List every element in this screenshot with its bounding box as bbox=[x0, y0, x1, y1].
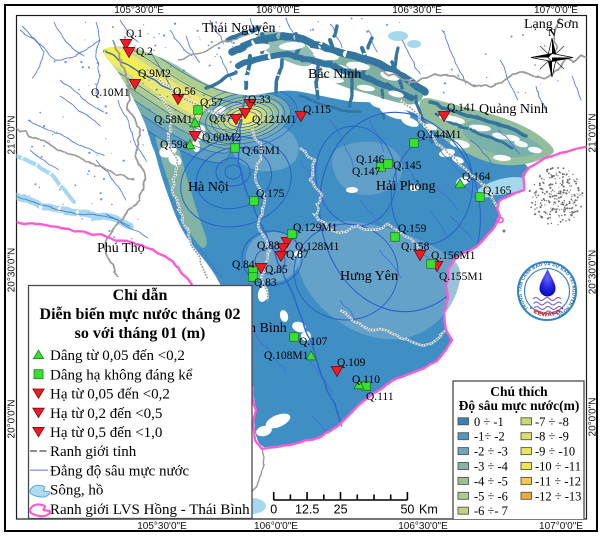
svg-text:Q.147: Q.147 bbox=[352, 166, 381, 178]
svg-text:Q.84: Q.84 bbox=[232, 259, 255, 271]
svg-text:Q.110: Q.110 bbox=[352, 374, 380, 386]
svg-text:Đẳng độ sâu mực nước: Đẳng độ sâu mực nước bbox=[50, 463, 190, 479]
svg-text:Q.56: Q.56 bbox=[173, 86, 196, 98]
svg-text:106°0'0"E: 106°0'0"E bbox=[254, 521, 298, 532]
svg-text:-2 ÷ -3: -2 ÷ -3 bbox=[474, 445, 508, 459]
svg-text:Q.57: Q.57 bbox=[200, 97, 223, 109]
svg-text:Sông, hồ: Sông, hồ bbox=[50, 483, 103, 499]
svg-text:Q.141: Q.141 bbox=[447, 102, 476, 114]
svg-text:Q.175: Q.175 bbox=[256, 188, 285, 200]
svg-text:Q.9M2: Q.9M2 bbox=[138, 68, 171, 80]
svg-text:Q.58M1: Q.58M1 bbox=[154, 114, 193, 126]
svg-text:Q.107: Q.107 bbox=[299, 336, 328, 348]
svg-text:so với tháng 01 (m): so với tháng 01 (m) bbox=[75, 325, 206, 342]
svg-text:Chỉ dẫn: Chỉ dẫn bbox=[113, 287, 168, 304]
svg-text:Q.158: Q.158 bbox=[401, 241, 430, 253]
svg-text:Q.1: Q.1 bbox=[126, 28, 143, 40]
svg-text:-3 ÷ -4: -3 ÷ -4 bbox=[474, 460, 509, 474]
svg-text:Q.60M2: Q.60M2 bbox=[202, 132, 241, 144]
svg-text:Q.121M1: Q.121M1 bbox=[252, 114, 297, 126]
svg-text:Q.87: Q.87 bbox=[286, 249, 309, 261]
svg-text:Q.109: Q.109 bbox=[337, 357, 366, 369]
svg-text:106°0'0"E: 106°0'0"E bbox=[256, 5, 300, 16]
svg-text:-5 ÷ -6: -5 ÷ -6 bbox=[474, 489, 508, 503]
svg-text:Hạ từ 0,2 đến <0,5: Hạ từ 0,2 đến <0,5 bbox=[50, 406, 162, 422]
svg-text:107°0'0"E: 107°0'0"E bbox=[539, 521, 583, 532]
svg-text:Q.156M1: Q.156M1 bbox=[431, 250, 476, 262]
svg-text:0 ÷ -1: 0 ÷ -1 bbox=[474, 415, 504, 429]
svg-text:Q.2: Q.2 bbox=[136, 46, 153, 58]
svg-text:Q.10M1: Q.10M1 bbox=[91, 87, 130, 99]
svg-text:Q.83: Q.83 bbox=[254, 277, 277, 289]
svg-text:Q.129M1: Q.129M1 bbox=[293, 222, 338, 234]
svg-text:-11 ÷ -12: -11 ÷ -12 bbox=[535, 474, 581, 488]
svg-text:Q.108M1: Q.108M1 bbox=[264, 350, 309, 362]
svg-text:Hưng Yên: Hưng Yên bbox=[340, 269, 398, 284]
svg-text:Lạng Sơn: Lạng Sơn bbox=[524, 17, 578, 32]
svg-text:Q.155M1: Q.155M1 bbox=[439, 271, 484, 283]
svg-text:Dâng từ 0,05 đến <0,2: Dâng từ 0,05 đến <0,2 bbox=[50, 348, 185, 364]
svg-text:Hạ từ 0,05 đến <0,2: Hạ từ 0,05 đến <0,2 bbox=[50, 387, 170, 403]
svg-text:Hà Nội: Hà Nội bbox=[188, 180, 229, 195]
svg-text:-7 ÷ -8: -7 ÷ -8 bbox=[535, 415, 569, 429]
svg-text:105°30'0"E: 105°30'0"E bbox=[114, 5, 164, 16]
svg-text:50: 50 bbox=[400, 503, 414, 517]
svg-text:Q.59a: Q.59a bbox=[160, 139, 188, 151]
svg-text:-4 ÷ -5: -4 ÷ -5 bbox=[474, 474, 508, 488]
svg-text:Q.146: Q.146 bbox=[356, 154, 385, 166]
svg-text:Hải Phòng: Hải Phòng bbox=[376, 179, 436, 194]
svg-text:Q.88: Q.88 bbox=[257, 240, 280, 252]
svg-text:106°30'0"E: 106°30'0"E bbox=[392, 5, 442, 16]
svg-text:Chú thích: Chú thích bbox=[490, 384, 548, 399]
svg-text:Ranh giới LVS Hồng - Thái Bình: Ranh giới LVS Hồng - Thái Bình bbox=[50, 502, 250, 518]
svg-text:Q.145: Q.145 bbox=[393, 160, 422, 172]
svg-text:Q.65M1: Q.65M1 bbox=[242, 145, 281, 157]
svg-text:Q.144M1: Q.144M1 bbox=[417, 129, 462, 141]
svg-text:20°0'0"N: 20°0'0"N bbox=[7, 400, 18, 439]
svg-text:-8 ÷ -9: -8 ÷ -9 bbox=[535, 430, 569, 444]
svg-text:Quảng Ninh: Quảng Ninh bbox=[479, 102, 548, 117]
svg-text:Độ sâu mực nước(m): Độ sâu mực nước(m) bbox=[459, 398, 580, 413]
svg-text:21°0'0"N: 21°0'0"N bbox=[7, 116, 18, 155]
svg-text:20°30'0"N: 20°30'0"N bbox=[588, 250, 599, 295]
svg-text:Bắc Ninh: Bắc Ninh bbox=[308, 67, 361, 82]
svg-text:Thái Nguyên: Thái Nguyên bbox=[202, 21, 275, 36]
svg-text:Ranh giới tỉnh: Ranh giới tỉnh bbox=[50, 444, 137, 460]
svg-text:Hạ từ 0,5 đến <1,0: Hạ từ 0,5 đến <1,0 bbox=[50, 425, 162, 441]
svg-text:Q.159: Q.159 bbox=[398, 223, 427, 235]
svg-text:Q.164: Q.164 bbox=[462, 171, 491, 183]
svg-text:Phú Thọ: Phú Thọ bbox=[97, 241, 145, 256]
svg-text:Q.85: Q.85 bbox=[265, 264, 288, 276]
svg-text:0: 0 bbox=[270, 503, 277, 517]
svg-text:-10 ÷ -11: -10 ÷ -11 bbox=[535, 460, 581, 474]
svg-text:-12 ÷ -13: -12 ÷ -13 bbox=[535, 489, 581, 503]
svg-text:Dâng hạ không đáng kể: Dâng hạ không đáng kể bbox=[50, 367, 193, 383]
svg-text:21°0'0"N: 21°0'0"N bbox=[588, 114, 599, 153]
svg-text:Q.111: Q.111 bbox=[366, 391, 394, 403]
svg-text:Q.33: Q.33 bbox=[248, 94, 271, 106]
svg-text:N: N bbox=[548, 28, 556, 39]
svg-text:106°30'0"E: 106°30'0"E bbox=[398, 521, 448, 532]
svg-text:Q.115: Q.115 bbox=[303, 104, 331, 116]
svg-text:25: 25 bbox=[334, 503, 348, 517]
svg-text:12.5: 12.5 bbox=[295, 503, 319, 517]
svg-text:-9 ÷ -10: -9 ÷ -10 bbox=[535, 445, 575, 459]
svg-text:-1÷ -2: -1÷ -2 bbox=[474, 430, 505, 444]
svg-text:20°0'0"N: 20°0'0"N bbox=[588, 398, 599, 437]
svg-text:105°30'0"E: 105°30'0"E bbox=[137, 521, 187, 532]
svg-text:20°30'0"N: 20°30'0"N bbox=[7, 248, 18, 293]
svg-text:Km: Km bbox=[419, 503, 438, 517]
svg-text:Q.128M1: Q.128M1 bbox=[295, 241, 340, 253]
svg-text:Diễn biến mực nước tháng 02: Diễn biến mực nước tháng 02 bbox=[40, 306, 241, 323]
svg-text:107°0'0"E: 107°0'0"E bbox=[534, 5, 578, 16]
svg-text:Q.67: Q.67 bbox=[209, 113, 232, 125]
svg-text:-6 ÷- 7: -6 ÷- 7 bbox=[474, 504, 508, 518]
svg-text:Q.165: Q.165 bbox=[483, 185, 512, 197]
